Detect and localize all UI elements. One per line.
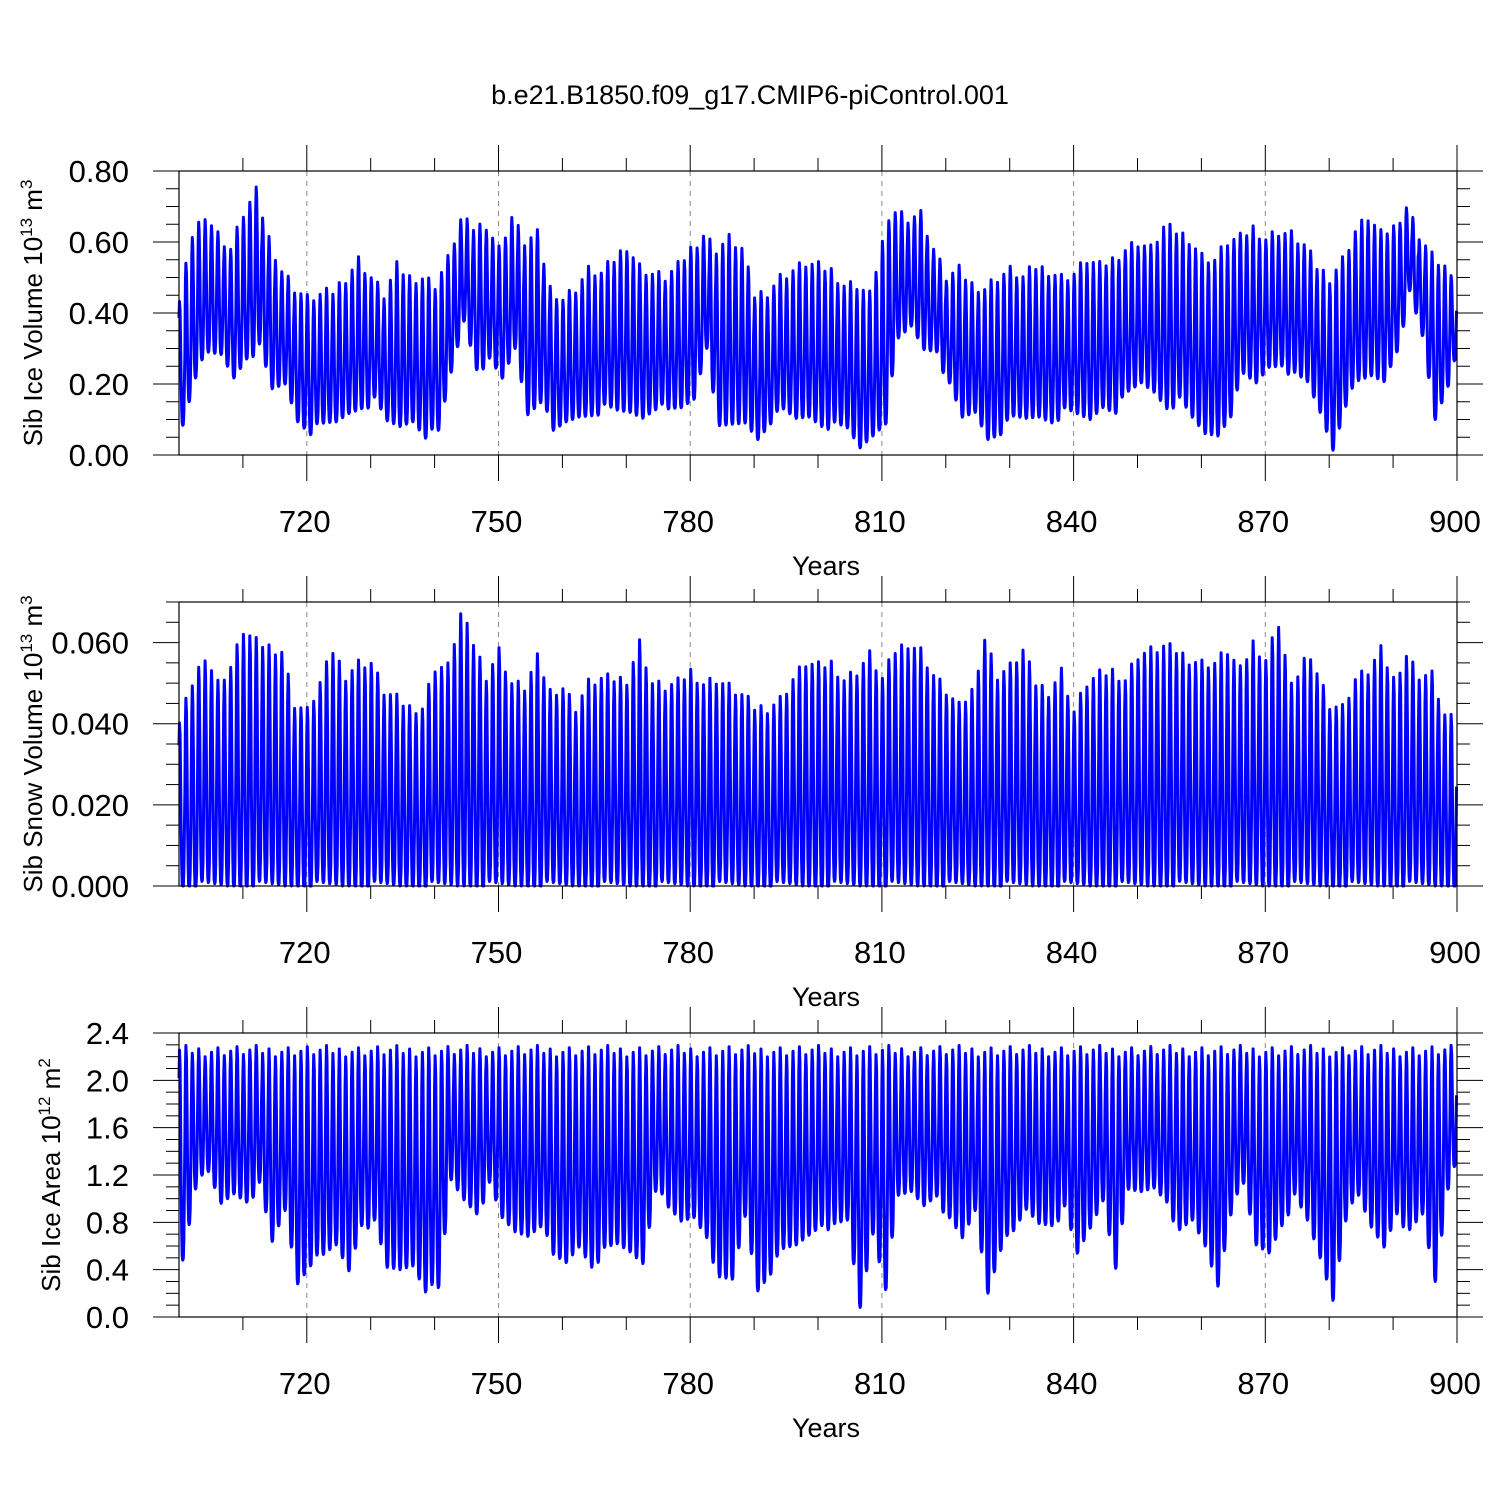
y-tick-label: 0.60 [69, 225, 129, 260]
y-axis-label-part: 12 [35, 1097, 54, 1116]
y-tick-label: 0.040 [51, 707, 129, 742]
y-axis-label-part: m [18, 189, 48, 218]
panel-sib-ice-volume: 0.00 0.20 0.40 0.60 0.80 720 750 780 810 840 870 90… [17, 145, 1483, 581]
y-tick-label: 2.0 [86, 1063, 129, 1098]
y-axis-label-part: 3 [17, 595, 36, 604]
y-tick-label: 1.6 [86, 1111, 129, 1146]
x-tick-label: 720 [279, 1366, 331, 1401]
x-tick-label: 780 [662, 935, 714, 970]
y-axis-label-part: m [36, 1068, 66, 1097]
x-tick-label: 840 [1046, 1366, 1098, 1401]
series-line [177, 1043, 1458, 1309]
x-tick-label: 750 [471, 1366, 523, 1401]
y-tick-label: 1.2 [86, 1158, 129, 1193]
x-tick-label: 780 [662, 504, 714, 539]
x-tick-label: 810 [854, 1366, 906, 1401]
x-tick-label: 810 [854, 935, 906, 970]
y-axis-label-part: 13 [17, 634, 36, 653]
y-axis-label: Sib Ice Area 1012 m2 [35, 1058, 66, 1292]
x-tick-label: 810 [854, 504, 906, 539]
y-axis-label-part: m [18, 605, 48, 634]
y-tick-label: 0.060 [51, 626, 129, 661]
series-line [177, 185, 1458, 452]
x-tick-label: 840 [1046, 935, 1098, 970]
x-tick-label: 780 [662, 1366, 714, 1401]
y-axis-label: Sib Ice Volume 1013 m3 [17, 180, 48, 447]
y-tick-label: 2.4 [86, 1016, 129, 1051]
y-tick-label: 0.000 [51, 869, 129, 904]
x-tick-label: 900 [1429, 504, 1481, 539]
y-axis-label-part: 2 [35, 1058, 54, 1067]
y-tick-label: 0.4 [86, 1253, 129, 1288]
x-tick-label: 750 [471, 935, 523, 970]
x-tick-label: 900 [1429, 1366, 1481, 1401]
x-tick-label: 750 [471, 504, 523, 539]
y-tick-label: 0.20 [69, 367, 129, 402]
y-tick-label: 0.40 [69, 296, 129, 331]
y-tick-label: 0.0 [86, 1300, 129, 1335]
y-tick-label: 0.020 [51, 788, 129, 823]
x-tick-label: 720 [279, 935, 331, 970]
y-tick-label: 0.8 [86, 1205, 129, 1240]
y-axis-label: Sib Snow Volume 1013 m3 [17, 595, 48, 892]
y-axis-label-part: Sib Ice Volume 10 [18, 237, 48, 447]
x-tick-label: 870 [1237, 504, 1289, 539]
x-axis-label: Years [792, 1413, 860, 1443]
y-tick-label: 0.80 [69, 154, 129, 189]
panel-sib-ice-area: 0.0 0.4 0.8 1.2 1.6 2.0 2.4 720 750 780 810 840 870 9… [35, 1007, 1483, 1443]
series-line [177, 612, 1458, 888]
panel-sib-snow-volume: 0.000 0.020 0.040 0.060 720 750 780 810 840 870 90… [17, 576, 1483, 1012]
x-tick-label: 900 [1429, 935, 1481, 970]
x-tick-label: 840 [1046, 504, 1098, 539]
y-axis-label-part: Sib Snow Volume 10 [18, 653, 48, 893]
y-tick-label: 0.00 [69, 438, 129, 473]
y-axis-label-part: 3 [17, 180, 36, 189]
y-axis-label-part: 13 [17, 218, 36, 237]
figure-title: b.e21.B1850.f09_g17.CMIP6-piControl.001 [491, 80, 1009, 110]
x-tick-label: 870 [1237, 1366, 1289, 1401]
x-tick-label: 870 [1237, 935, 1289, 970]
y-axis-label-part: Sib Ice Area 10 [36, 1115, 66, 1291]
x-axis-label: Years [792, 982, 860, 1012]
x-axis-label: Years [792, 551, 860, 581]
x-tick-label: 720 [279, 504, 331, 539]
